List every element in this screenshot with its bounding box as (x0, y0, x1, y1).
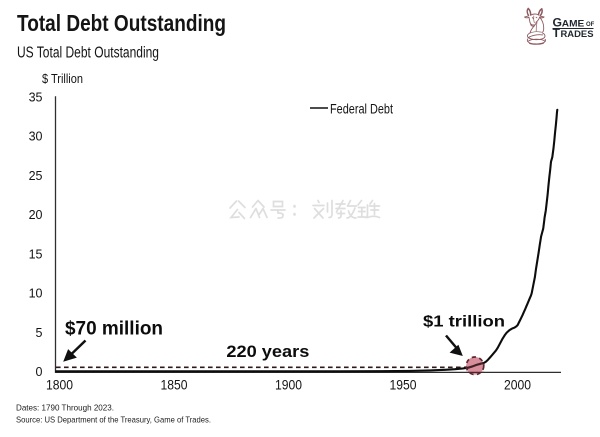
svg-text:G: G (553, 15, 562, 29)
svg-text:1950: 1950 (390, 377, 417, 393)
svg-text:OF: OF (586, 22, 595, 28)
svg-text:5: 5 (36, 326, 43, 340)
svg-text:10: 10 (29, 287, 43, 301)
svg-text:220 years: 220 years (226, 342, 309, 361)
svg-text:35: 35 (29, 91, 43, 105)
svg-text:US Total Debt Outstanding: US Total Debt Outstanding (17, 45, 159, 62)
svg-text:$70 million: $70 million (65, 318, 163, 339)
svg-text:AME: AME (562, 18, 585, 29)
svg-text:RADES: RADES (561, 29, 595, 40)
svg-text:30: 30 (29, 130, 43, 144)
svg-text:20: 20 (29, 208, 43, 222)
svg-text:T: T (553, 26, 561, 40)
svg-text:Total Debt Outstanding: Total Debt Outstanding (17, 10, 226, 36)
svg-text:$1 trillion: $1 trillion (423, 314, 505, 331)
svg-text:$ Trillion: $ Trillion (42, 71, 83, 86)
svg-text:Dates: 1790 Through 2023.: Dates: 1790 Through 2023. (16, 403, 114, 413)
svg-text:Federal Debt: Federal Debt (330, 101, 393, 117)
svg-text:0: 0 (36, 365, 43, 379)
svg-text:1850: 1850 (161, 377, 188, 393)
svg-text:2000: 2000 (504, 377, 531, 393)
svg-text:25: 25 (29, 169, 43, 183)
svg-text:1800: 1800 (46, 377, 73, 393)
svg-text:1900: 1900 (275, 377, 302, 393)
svg-text:Source: US Department of the T: Source: US Department of the Treasury, G… (16, 415, 211, 425)
svg-text:15: 15 (29, 247, 43, 261)
